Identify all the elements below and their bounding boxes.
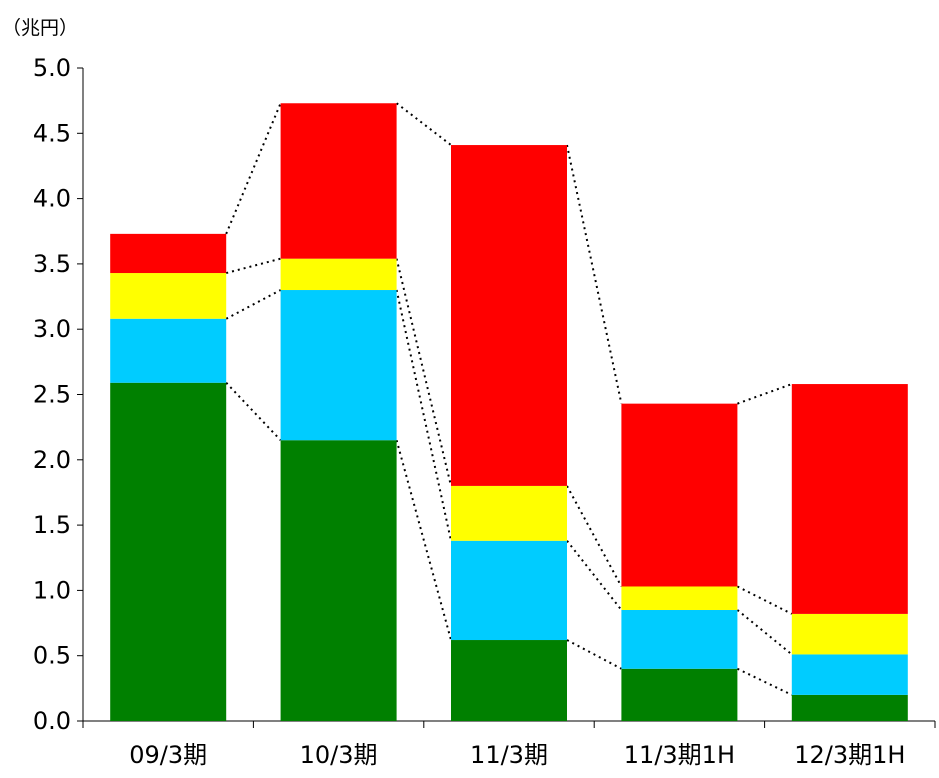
y-tick-label: 0.5: [33, 642, 71, 670]
bar-segment: [791, 694, 908, 721]
connector-line: [736, 585, 793, 615]
x-tick-label: 10/3期: [300, 741, 378, 769]
bar-segment: [110, 382, 227, 721]
bar-segment: [621, 403, 738, 587]
connector-lines: [225, 102, 793, 696]
bar-segment: [621, 609, 738, 669]
connector-line: [566, 540, 623, 611]
connector-line: [566, 144, 623, 404]
connector-line: [395, 102, 452, 146]
bars: [110, 103, 908, 721]
y-axis: 0.0 0.5 1.0 1.5 2.0 2.5 3.0 3.5 4.0 4.5 5.0: [33, 54, 84, 735]
y-tick-label: 4.0: [33, 185, 71, 213]
connector-line: [736, 667, 793, 696]
connector-line: [566, 639, 622, 670]
connector-line: [736, 609, 793, 656]
x-tick-label: 11/3期1H: [624, 741, 735, 769]
connector-line: [225, 102, 282, 235]
connector-line: [395, 258, 452, 487]
y-unit-label: （兆円）: [2, 17, 78, 39]
connector-line: [225, 257, 281, 275]
x-tick-label: 11/3期: [470, 741, 548, 769]
y-tick-label: 5.0: [33, 54, 71, 82]
connector-line: [225, 382, 282, 441]
bar-segment: [791, 654, 908, 695]
bar-segment: [791, 613, 908, 655]
bar-segment: [451, 540, 567, 641]
bar-segment: [280, 258, 397, 291]
connector-line: [737, 383, 793, 405]
bar-segment: [110, 318, 227, 383]
bar-segment: [791, 384, 908, 614]
y-tick-label: 3.5: [33, 250, 71, 278]
y-tick-label: 2.0: [33, 446, 71, 474]
x-tick-label: 09/3期: [129, 741, 207, 769]
bar-segment: [110, 233, 227, 274]
y-tick-label: 2.5: [33, 381, 71, 409]
connector-line: [225, 289, 282, 320]
y-tick-label: 4.5: [33, 119, 71, 147]
bar-segment: [451, 145, 567, 486]
connector-line: [395, 439, 452, 641]
y-tick-label: 3.0: [33, 315, 71, 343]
bar-segment: [280, 103, 397, 259]
bar-segment: [110, 273, 227, 319]
connector-line: [566, 485, 623, 587]
x-axis: 09/3期 10/3期 11/3期 11/3期1H 12/3期1H: [82, 720, 936, 769]
bar-segment: [451, 485, 567, 541]
bar-segment: [621, 668, 738, 721]
bar-segment: [280, 440, 397, 721]
connector-line: [395, 289, 452, 541]
bar-segment: [451, 640, 567, 721]
bar-segment: [621, 586, 738, 610]
x-tick-label: 12/3期1H: [794, 741, 905, 769]
y-tick-label: 0.0: [33, 707, 71, 735]
y-tick-label: 1.5: [33, 511, 71, 539]
bar-segment: [280, 290, 397, 441]
y-tick-label: 1.0: [33, 576, 71, 604]
